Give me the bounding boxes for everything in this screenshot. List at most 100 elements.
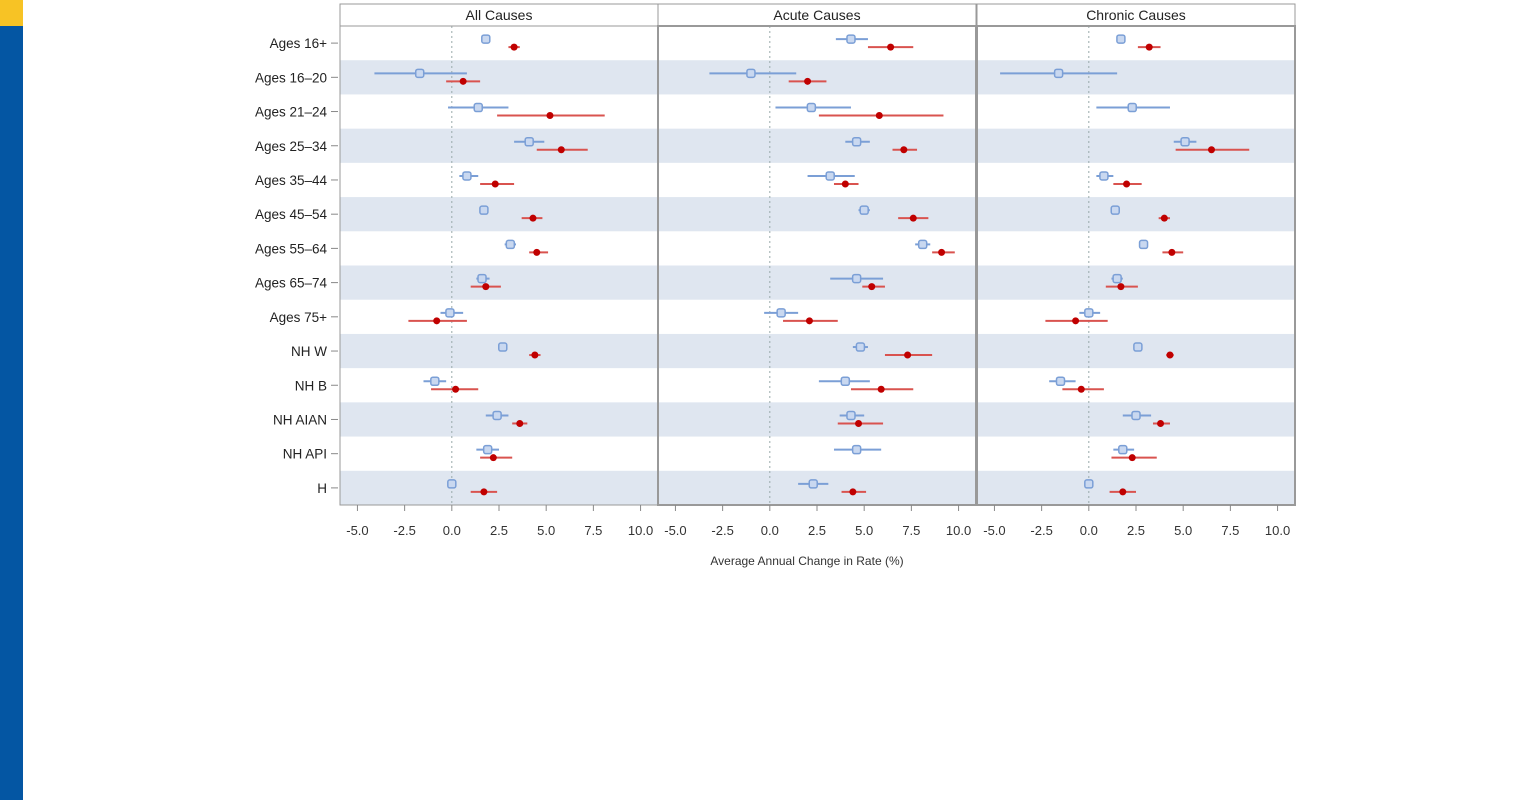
point-red [480, 488, 488, 496]
x-tick-label: -5.0 [346, 523, 368, 538]
point-red [1208, 146, 1215, 154]
point-red [1077, 385, 1085, 393]
point-blue [492, 410, 502, 421]
point-red [875, 112, 883, 120]
x-tick-label: 10.0 [628, 523, 653, 538]
point-blue [1116, 34, 1126, 44]
point-blue [1138, 239, 1149, 250]
point-blue [851, 273, 862, 284]
point-blue [1084, 308, 1094, 318]
x-tick-label: 2.5 [490, 523, 508, 538]
point-red [529, 214, 537, 222]
brand-strip [0, 0, 23, 800]
point-blue [447, 479, 457, 489]
point-blue [806, 102, 817, 113]
point-red [849, 488, 857, 496]
category-label: Ages 45–54 [255, 207, 328, 222]
point-red [900, 146, 908, 154]
category-label: NH W [291, 344, 327, 359]
point-blue [473, 102, 483, 113]
category-label: Ages 55–64 [255, 241, 328, 256]
point-blue [430, 376, 440, 386]
x-tick-label: -2.5 [711, 523, 733, 538]
category-label: Ages 25–34 [255, 139, 328, 154]
row-band [340, 60, 1296, 95]
point-red [533, 248, 541, 256]
point-blue [445, 308, 455, 318]
point-red [1123, 180, 1131, 188]
panel-title: Acute Causes [773, 7, 860, 23]
point-red [510, 43, 518, 51]
category-label: H [317, 481, 327, 496]
point-red [1160, 214, 1168, 222]
row-band [340, 333, 1296, 369]
category-label: Ages 65–74 [255, 276, 328, 291]
point-blue [524, 137, 534, 147]
category-label: Ages 35–44 [255, 173, 328, 188]
x-tick-label: -5.0 [664, 523, 686, 538]
point-red [491, 180, 499, 188]
x-tick-label: 0.0 [443, 523, 461, 538]
point-blue [808, 479, 818, 489]
point-blue [1180, 137, 1190, 147]
x-tick-label: 5.0 [1174, 523, 1192, 538]
point-blue [846, 34, 856, 44]
point-red [868, 283, 876, 291]
row-band [340, 265, 1296, 300]
point-red [557, 146, 565, 154]
point-blue [917, 239, 928, 250]
point-blue [851, 137, 862, 147]
point-blue [855, 342, 866, 352]
row-band [340, 197, 1296, 232]
point-red [1157, 419, 1165, 427]
point-red [482, 283, 490, 291]
point-blue [1053, 68, 1064, 79]
point-red [855, 419, 863, 427]
point-blue [851, 444, 862, 455]
point-red [433, 317, 441, 325]
point-blue [462, 171, 472, 181]
point-red [805, 317, 813, 325]
point-red [938, 248, 946, 256]
panel-title: Chronic Causes [1086, 7, 1186, 23]
point-blue [846, 410, 856, 421]
x-tick-label: 10.0 [946, 523, 971, 538]
x-tick-label: 2.5 [1127, 523, 1145, 538]
point-blue [1133, 342, 1143, 352]
point-blue [1084, 479, 1094, 489]
point-blue [1118, 444, 1128, 455]
panel-title: All Causes [466, 7, 533, 23]
point-blue [498, 342, 508, 352]
category-label: NH AIAN [273, 412, 327, 427]
category-label: Ages 16+ [270, 36, 328, 51]
category-label: Ages 21–24 [255, 105, 328, 120]
point-blue [1110, 205, 1120, 215]
point-red [452, 385, 460, 393]
x-axis-label: Average Annual Change in Rate (%) [710, 554, 903, 568]
point-red [1168, 248, 1176, 256]
point-red [489, 454, 497, 462]
point-red [804, 77, 812, 85]
category-label: NH API [283, 447, 327, 462]
category-label: Ages 16–20 [255, 70, 327, 85]
point-blue [1055, 376, 1066, 386]
point-red [909, 214, 917, 222]
point-blue [505, 239, 516, 250]
point-blue [1127, 102, 1137, 113]
x-tick-label: 2.5 [808, 523, 826, 538]
point-blue [1131, 410, 1141, 421]
point-blue [859, 205, 869, 215]
brand-accent [0, 0, 23, 26]
point-blue [1099, 171, 1109, 181]
point-red [459, 77, 467, 85]
point-blue [840, 376, 851, 386]
x-tick-label: 7.5 [1221, 523, 1239, 538]
point-red [1166, 351, 1174, 359]
point-red [1145, 43, 1153, 51]
point-red [531, 351, 539, 359]
point-blue [1112, 273, 1122, 284]
point-blue [825, 171, 835, 181]
point-red [516, 419, 524, 427]
point-blue [479, 205, 489, 215]
